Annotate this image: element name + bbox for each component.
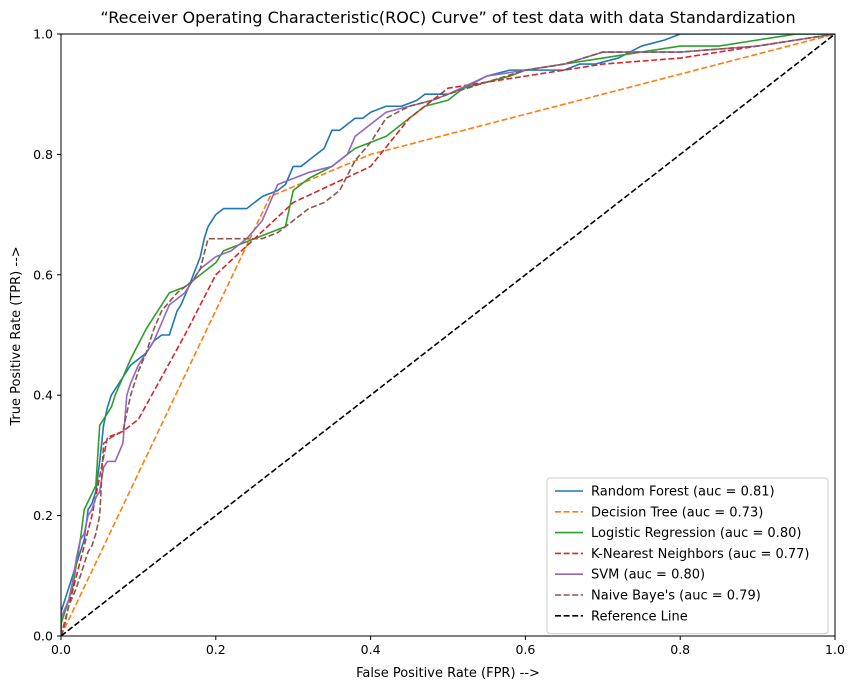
series-line-2	[61, 34, 835, 636]
legend-box	[546, 477, 829, 635]
legend-label-4: SVM (auc = 0.80)	[591, 568, 705, 583]
x-axis-label: False Positive Rate (FPR) -->	[356, 666, 540, 681]
x-tick-label: 1.0	[825, 642, 845, 657]
series-line-0	[61, 34, 835, 636]
x-tick-label: 0.6	[515, 642, 535, 657]
x-tick-label: 0.4	[361, 642, 381, 657]
series-line-5	[61, 34, 835, 636]
series-line-6	[61, 34, 835, 636]
x-tick-label: 0.8	[670, 642, 690, 657]
axis-ticks: 0.0 0.2 0.4 0.6 0.8 1.0 0.0 0.2 0.4 0.6 0.8 1.0	[33, 27, 845, 658]
series-line-1	[61, 34, 835, 636]
y-tick-label: 0.8	[33, 147, 53, 162]
series-line-3	[61, 34, 835, 636]
y-tick-label: 1.0	[33, 27, 53, 42]
legend: Random Forest (auc = 0.81) Decision Tree …	[546, 477, 829, 635]
legend-label-0: Random Forest (auc = 0.81)	[591, 485, 775, 500]
legend-label-1: Decision Tree (auc = 0.73)	[591, 505, 763, 520]
y-tick-label: 0.4	[33, 388, 53, 403]
plot-frame	[60, 33, 836, 637]
x-tick-label: 0.0	[51, 642, 71, 657]
series-lines	[61, 34, 835, 636]
chart-title: “Receiver Operating Characteristic(ROC) …	[100, 8, 795, 27]
y-tick-label: 0.0	[33, 629, 53, 644]
legend-label-5: Naive Baye's (auc = 0.79)	[591, 589, 761, 604]
x-tick-label: 0.2	[206, 642, 226, 657]
legend-label-3: K-Nearest Neighbors (auc = 0.77)	[591, 547, 809, 562]
y-tick-label: 0.2	[33, 508, 53, 523]
plot-area: 0.0 0.2 0.4 0.6 0.8 1.0 0.0 0.2 0.4 0.6 0.8 1.0	[33, 27, 845, 658]
legend-label-6: Reference Line	[591, 609, 688, 624]
y-axis-label: True Positive Rate (TPR) -->	[9, 246, 24, 426]
legend-label-2: Logistic Regression (auc = 0.80)	[591, 526, 801, 541]
y-tick-label: 0.6	[33, 267, 53, 282]
